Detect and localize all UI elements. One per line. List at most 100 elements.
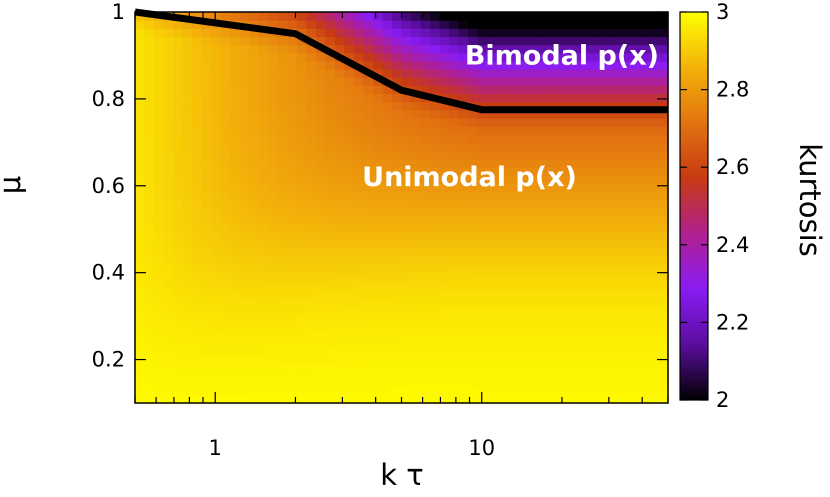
heatmap-cell (315, 272, 326, 282)
heatmap-cell (610, 101, 622, 111)
heatmap-cell (534, 117, 545, 127)
heatmap-cell (287, 117, 298, 127)
heatmap-cell (182, 93, 193, 103)
heatmap-cell (648, 207, 660, 217)
heatmap-cell (211, 231, 222, 241)
heatmap-cell (515, 166, 526, 176)
heatmap-cell (629, 44, 641, 54)
heatmap-cell (287, 52, 298, 62)
heatmap-cell (487, 329, 498, 339)
heatmap-cell (458, 166, 469, 176)
heatmap-cell (553, 126, 564, 135)
heatmap-cell (192, 142, 203, 152)
heatmap-cell (534, 60, 545, 70)
heatmap-cell (268, 370, 279, 380)
heatmap-cell (515, 117, 526, 127)
heatmap-cell (411, 215, 422, 225)
heatmap-cell (430, 77, 441, 86)
heatmap-cell (582, 12, 593, 21)
heatmap-cell (411, 126, 422, 135)
heatmap-cell (192, 93, 203, 103)
heatmap-cell (201, 12, 212, 21)
heatmap-cell (173, 280, 184, 290)
heatmap-cell (610, 215, 622, 225)
heatmap-cell (277, 126, 288, 135)
heatmap-cell (144, 321, 155, 331)
heatmap-cell (391, 44, 403, 54)
heatmap-cell (439, 305, 450, 314)
heatmap-cell (363, 370, 374, 380)
heatmap-cell (639, 207, 650, 217)
heatmap-cell (163, 272, 174, 282)
heatmap-cell (439, 117, 450, 127)
heatmap-cell (230, 117, 241, 127)
heatmap-cell (582, 60, 593, 70)
heatmap-cell (439, 77, 450, 86)
heatmap-cell (173, 20, 184, 29)
heatmap-cell (344, 240, 355, 249)
heatmap-cell (506, 362, 517, 372)
heatmap-cell (411, 321, 422, 331)
heatmap-cell (372, 28, 384, 38)
heatmap-cell (525, 354, 536, 363)
heatmap-cell (629, 77, 641, 86)
heatmap-cell (629, 362, 641, 372)
heatmap-cell (135, 126, 146, 135)
heatmap-cell (391, 174, 403, 184)
heatmap-cell (515, 134, 526, 143)
heatmap-cell (411, 36, 422, 46)
heatmap-cell (553, 134, 564, 143)
heatmap-cell (601, 231, 612, 241)
heatmap-cell (648, 183, 660, 192)
heatmap-cell (648, 231, 660, 241)
heatmap-cell (563, 272, 574, 282)
heatmap-cell (306, 329, 317, 339)
heatmap-cell (648, 313, 660, 323)
heatmap-cell (525, 199, 536, 209)
heatmap-cell (353, 370, 365, 380)
heatmap-cell (553, 256, 564, 266)
heatmap-cell (277, 117, 288, 127)
heatmap-cell (430, 44, 441, 54)
heatmap-cell (211, 288, 222, 298)
heatmap-cell (211, 362, 222, 372)
heatmap-cell (230, 297, 241, 306)
heatmap-cell (182, 166, 193, 176)
heatmap-cell (230, 191, 241, 200)
heatmap-cell (591, 44, 602, 54)
heatmap-cell (154, 207, 165, 217)
heatmap-cell (515, 199, 526, 209)
heatmap-cell (344, 313, 355, 323)
heatmap-cell (306, 142, 317, 152)
heatmap-cell (192, 354, 203, 363)
heatmap-cell (411, 166, 422, 176)
heatmap-cell (363, 354, 374, 363)
heatmap-cell (201, 134, 212, 143)
heatmap-cell (582, 166, 593, 176)
heatmap-cell (154, 231, 165, 241)
heatmap-cell (192, 313, 203, 323)
heatmap-cell (163, 378, 174, 388)
heatmap-cell (211, 191, 222, 200)
heatmap-cell (239, 134, 250, 143)
heatmap-cell (372, 215, 384, 225)
heatmap-cell (430, 272, 441, 282)
heatmap-cell (306, 256, 317, 266)
heatmap-cell (277, 77, 288, 86)
heatmap-cell (296, 69, 307, 78)
heatmap-cell (296, 117, 307, 127)
heatmap-cell (496, 101, 507, 111)
heatmap-cell (658, 386, 669, 396)
heatmap-cell (563, 52, 574, 62)
heatmap-cell (182, 272, 193, 282)
heatmap-cell (211, 174, 222, 184)
heatmap-cell (620, 150, 631, 160)
heatmap-cell (154, 60, 165, 70)
heatmap-cell (173, 394, 184, 404)
heatmap-cell (572, 199, 583, 209)
heatmap-cell (277, 93, 288, 103)
heatmap-cell (572, 354, 583, 363)
heatmap-cell (496, 142, 507, 152)
heatmap-cell (363, 272, 374, 282)
heatmap-cell (648, 36, 660, 46)
